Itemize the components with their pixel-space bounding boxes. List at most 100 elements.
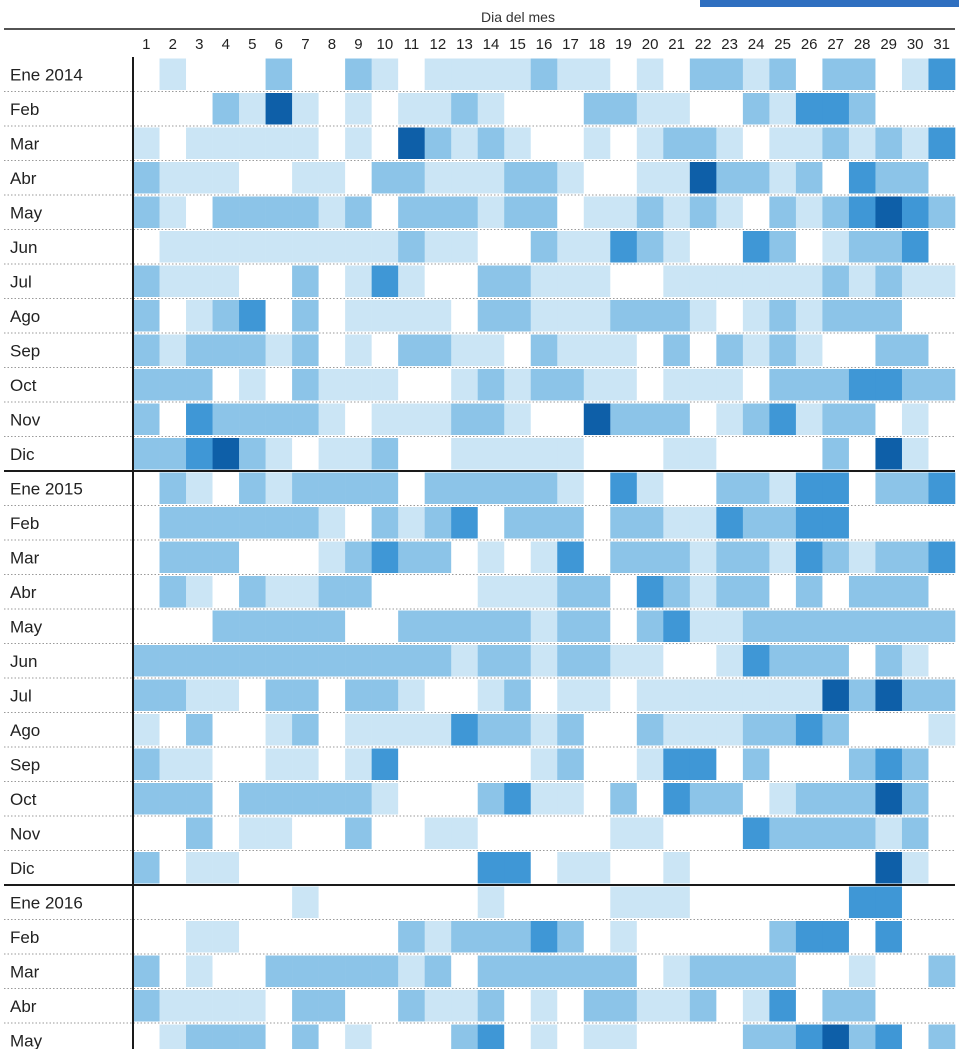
heatmap-cell: [822, 748, 850, 780]
heatmap-cell: [530, 714, 558, 746]
heatmap-cell: [530, 507, 558, 539]
heatmap-cell: [530, 748, 558, 780]
heatmap-cell: [239, 507, 266, 539]
heatmap-cell: [689, 1024, 717, 1054]
heatmap-cell: [424, 610, 452, 642]
heatmap-cell: [557, 162, 585, 194]
heatmap-cell: [265, 334, 293, 366]
heatmap-cell: [345, 196, 372, 228]
heatmap-cell: [239, 714, 266, 746]
heatmap-cell: [557, 127, 585, 159]
heatmap-cell: [504, 541, 532, 573]
heatmap-cell: [610, 645, 638, 677]
row-label: Jul: [10, 272, 32, 291]
heatmap-cell: [186, 679, 213, 711]
heatmap-cell: [557, 472, 585, 504]
heatmap-cell: [424, 645, 452, 677]
heatmap-cell: [928, 438, 956, 470]
heatmap-cell: [477, 472, 505, 504]
heatmap-cell: [822, 679, 850, 711]
heatmap-cell: [265, 817, 293, 849]
heatmap-cell: [848, 93, 876, 125]
heatmap-cell: [212, 265, 240, 297]
heatmap-cell: [583, 852, 611, 884]
heatmap-cell: [424, 783, 452, 815]
row-label: Jul: [10, 686, 32, 705]
heatmap-cell: [583, 127, 611, 159]
heatmap-cell: [504, 645, 532, 677]
heatmap-cell: [928, 507, 956, 539]
heatmap-cell: [795, 921, 823, 953]
heatmap-cell: [159, 231, 187, 263]
heatmap-cell: [742, 886, 770, 918]
heatmap-cell: [689, 955, 717, 987]
heatmap-cell: [159, 265, 187, 297]
heatmap-cell: [610, 714, 638, 746]
heatmap-cell: [159, 438, 187, 470]
heatmap-cell: [822, 403, 850, 435]
heatmap-cell: [557, 679, 585, 711]
heatmap-cell: [848, 1024, 876, 1054]
heatmap-cell: [318, 403, 346, 435]
heatmap-cell: [186, 472, 213, 504]
heatmap-cell: [504, 93, 532, 125]
heatmap-cell: [477, 403, 505, 435]
heatmap-cell: [795, 334, 823, 366]
day-label-27: 27: [827, 36, 844, 53]
heatmap-cell: [159, 990, 187, 1022]
heatmap-cell: [159, 610, 187, 642]
heatmap-cell: [742, 58, 770, 90]
heatmap-cell: [848, 714, 876, 746]
heatmap-cell: [239, 852, 266, 884]
heatmap-cell: [398, 645, 425, 677]
heatmap-cell: [636, 852, 664, 884]
heatmap-cell: [875, 162, 903, 194]
heatmap-cell: [928, 300, 956, 332]
heatmap-cell: [398, 852, 425, 884]
day-label-20: 20: [642, 36, 659, 53]
heatmap-cell: [133, 645, 160, 677]
heatmap-cell: [424, 300, 452, 332]
heatmap-cell: [477, 507, 505, 539]
heatmap-cell: [795, 507, 823, 539]
day-label-21: 21: [668, 36, 685, 53]
heatmap-cell: [822, 127, 850, 159]
heatmap-cell: [186, 196, 213, 228]
heatmap-cell: [371, 576, 399, 608]
heatmap-cell: [742, 196, 770, 228]
heatmap-cell: [875, 403, 903, 435]
day-label-30: 30: [907, 36, 924, 53]
heatmap-cell: [875, 679, 903, 711]
heatmap-cell: [186, 507, 213, 539]
heatmap-cell: [557, 93, 585, 125]
heatmap-cell: [716, 645, 744, 677]
heatmap-cell: [557, 438, 585, 470]
heatmap-cell: [398, 783, 425, 815]
heatmap-cell: [292, 334, 319, 366]
heatmap-cell: [265, 610, 293, 642]
heatmap-cell: [451, 300, 479, 332]
heatmap-cell: [265, 990, 293, 1022]
heatmap-cell: [159, 196, 187, 228]
heatmap-cell: [848, 196, 876, 228]
heatmap-cell: [769, 921, 797, 953]
heatmap-cell: [769, 541, 797, 573]
heatmap-cell: [663, 265, 691, 297]
heatmap-cell: [292, 645, 319, 677]
heatmap-cell: [451, 334, 479, 366]
heatmap-cell: [451, 438, 479, 470]
heatmap-cell: [292, 196, 319, 228]
heatmap-cell: [318, 1024, 346, 1054]
heatmap-cell: [133, 369, 160, 401]
heatmap-cell: [742, 852, 770, 884]
heatmap-cell: [239, 334, 266, 366]
heatmap-cell: [239, 369, 266, 401]
heatmap-cell: [583, 541, 611, 573]
heatmap-cell: [663, 472, 691, 504]
heatmap-cell: [848, 921, 876, 953]
grid-layer: [4, 28, 955, 1054]
heatmap-cell: [345, 921, 372, 953]
heatmap-cell: [583, 886, 611, 918]
heatmap-cell: [451, 541, 479, 573]
day-label-14: 14: [483, 36, 500, 53]
